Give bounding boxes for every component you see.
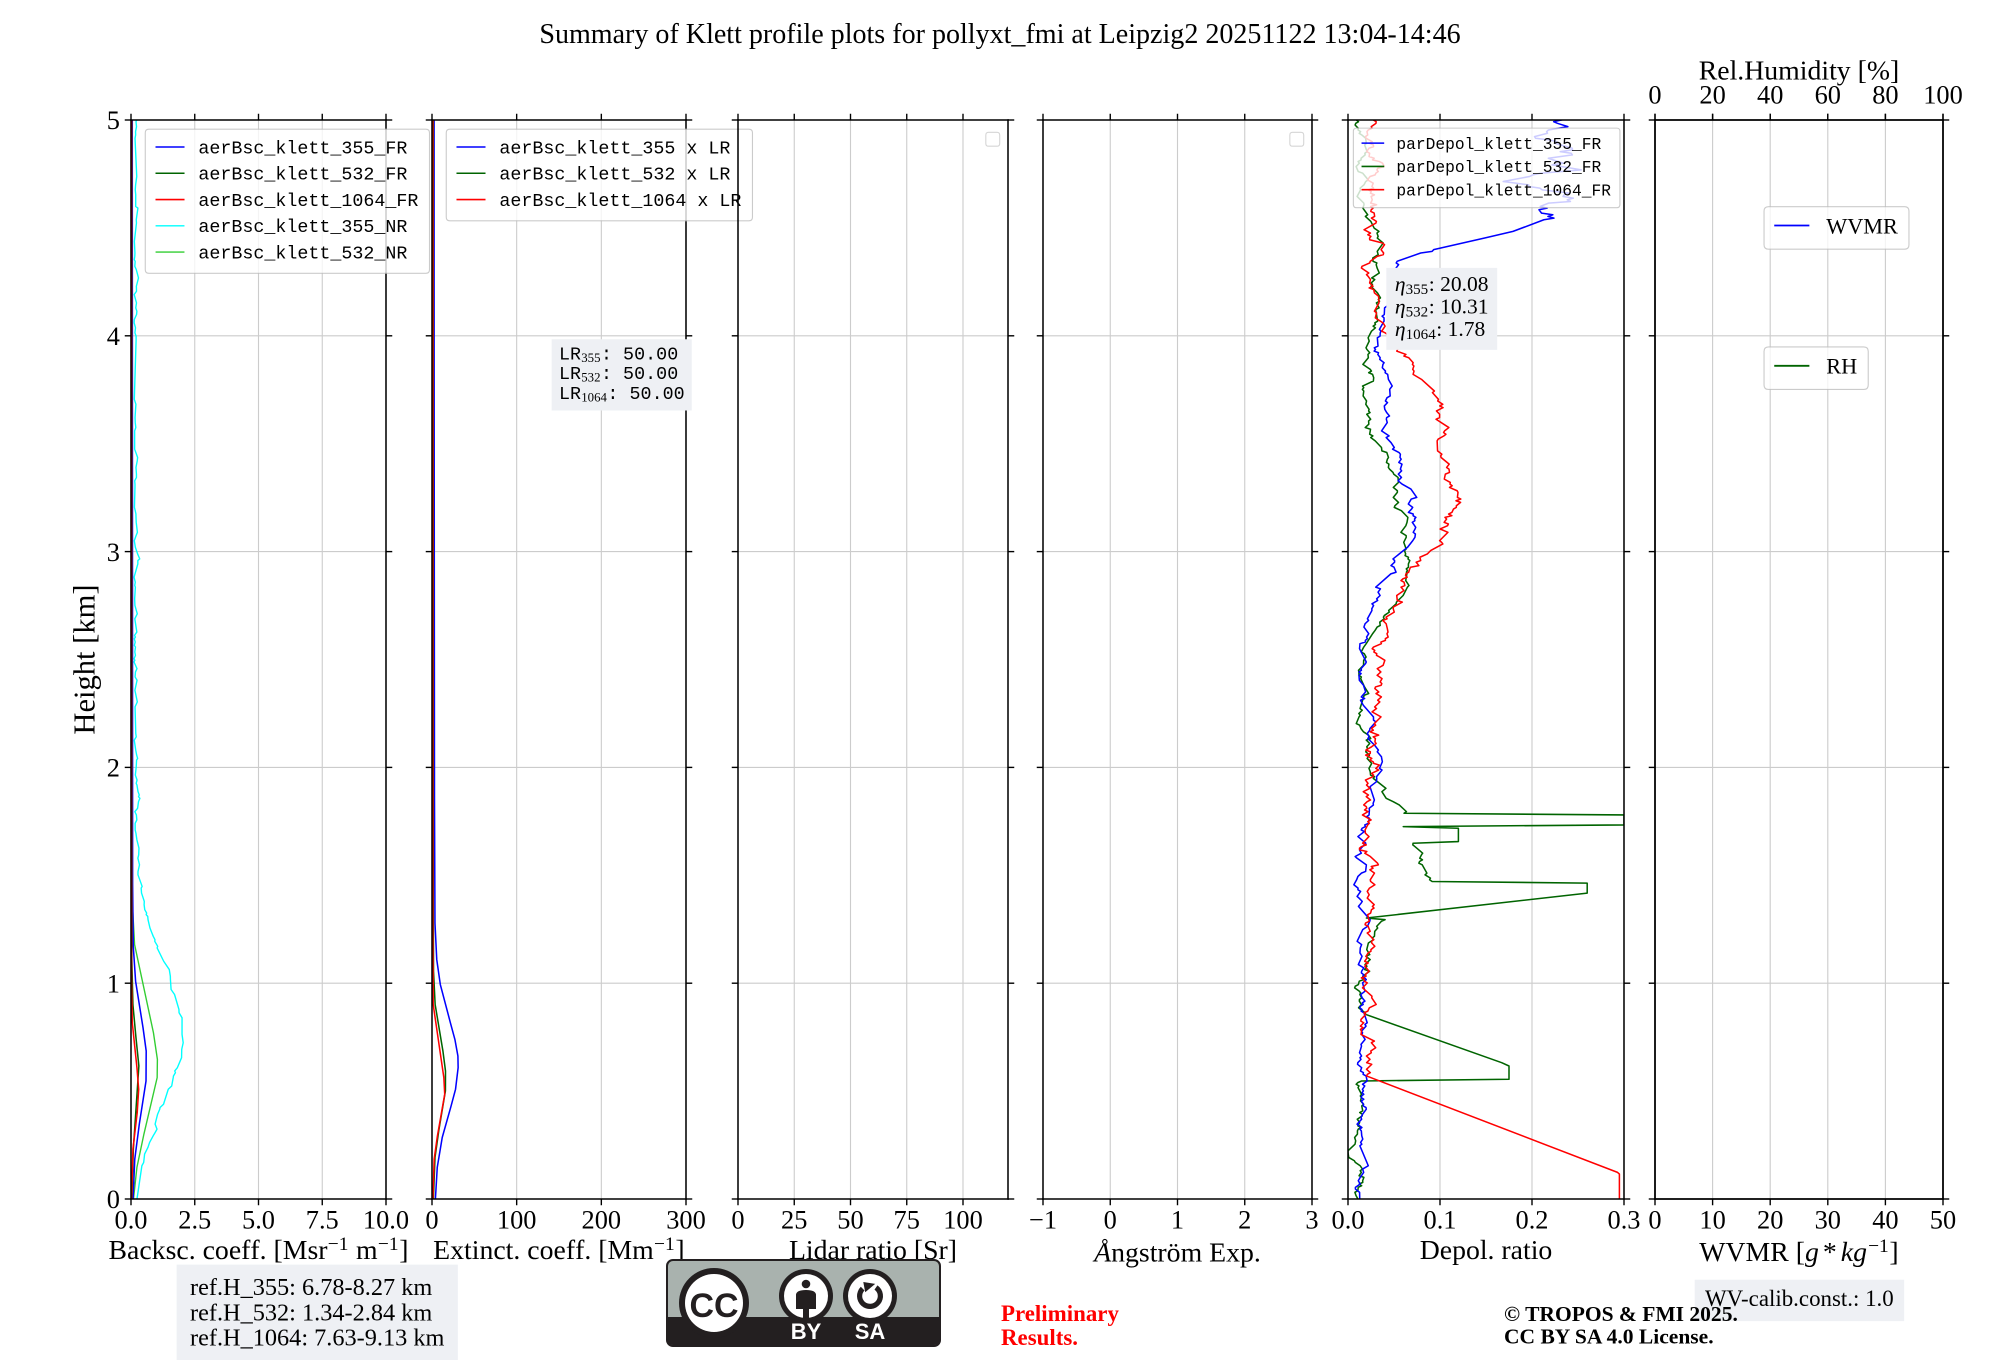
svg-text:1: 1	[1171, 1204, 1184, 1234]
svg-text:aerBsc_klett_1064_FR: aerBsc_klett_1064_FR	[198, 191, 418, 212]
svg-text:10.0: 10.0	[363, 1204, 409, 1234]
svg-text:parDepol_klett_532_FR: parDepol_klett_532_FR	[1396, 158, 1601, 177]
svg-text:0.3: 0.3	[1608, 1204, 1641, 1234]
svg-text:50: 50	[837, 1204, 863, 1234]
svg-text:0: 0	[731, 1204, 744, 1234]
svg-text:BY: BY	[791, 1319, 822, 1344]
svg-text:2: 2	[107, 753, 120, 783]
svg-text:© TROPOS & FMI 2025.: © TROPOS & FMI 2025.	[1504, 1302, 1738, 1326]
svg-text:20: 20	[1757, 1204, 1783, 1234]
svg-text:parDepol_klett_1064_FR: parDepol_klett_1064_FR	[1396, 181, 1611, 200]
svg-text:0.0: 0.0	[1332, 1204, 1365, 1234]
svg-text:25: 25	[781, 1204, 807, 1234]
svg-text:Å n g s: Å n g s t r ö m E x p .	[1092, 1238, 1261, 1269]
svg-text:SA: SA	[855, 1319, 886, 1344]
svg-text:0: 0	[1104, 1204, 1117, 1234]
svg-text:L R :: L R : 5 0 . 0 0 3 5 5	[559, 339, 684, 366]
svg-text:parDepol_klett_355_FR: parDepol_klett_355_FR	[1396, 135, 1601, 154]
svg-text:ref.H_532: 1.34-2.84 km: ref.H_532: 1.34-2.84 km	[190, 1299, 432, 1326]
svg-text:aerBsc_klett_355_FR: aerBsc_klett_355_FR	[198, 138, 407, 159]
svg-text:300: 300	[666, 1204, 706, 1234]
svg-text:75: 75	[894, 1204, 920, 1234]
svg-text:40: 40	[1872, 1204, 1898, 1234]
svg-text:0: 0	[1648, 79, 1661, 109]
svg-text:aerBsc_klett_532_NR: aerBsc_klett_532_NR	[198, 243, 407, 264]
svg-text:E x t i: E x t i n c t . c o e f f . [ M m ] − 1	[433, 1230, 690, 1266]
svg-text:WVMR: WVMR	[1826, 213, 1898, 238]
svg-text:2: 2	[1238, 1204, 1251, 1234]
svg-text:B a c k: B a c k s c . c o e f f . [ M s r m ] −	[109, 1230, 415, 1266]
svg-text:ref.H_355: 6.78-8.27 km: ref.H_355: 6.78-8.27 km	[190, 1274, 432, 1301]
svg-text:0: 0	[1648, 1204, 1661, 1234]
svg-text:0.1: 0.1	[1424, 1204, 1457, 1234]
svg-text:η 1 0 6: η 1 0 6 4 : 1 . 7 8	[1395, 316, 1485, 344]
svg-text:CC: CC	[689, 1287, 738, 1325]
svg-text:100: 100	[943, 1204, 983, 1234]
svg-text:ref.H_1064: 7.63-9.13 km: ref.H_1064: 7.63-9.13 km	[190, 1325, 445, 1352]
svg-text:RH: RH	[1826, 354, 1857, 379]
svg-text:3: 3	[107, 537, 120, 567]
svg-text:50: 50	[1930, 1204, 1956, 1234]
svg-text:1: 1	[107, 968, 120, 998]
svg-text:Results.: Results.	[1001, 1325, 1078, 1350]
svg-text:3: 3	[1305, 1204, 1318, 1234]
svg-text:aerBsc_klett_355 x LR: aerBsc_klett_355 x LR	[499, 138, 730, 159]
svg-text:Preliminary: Preliminary	[1001, 1301, 1119, 1326]
svg-text:aerBsc_klett_1064 x LR: aerBsc_klett_1064 x LR	[499, 191, 741, 212]
svg-text:aerBsc_klett_532 x LR: aerBsc_klett_532 x LR	[499, 165, 730, 186]
svg-text:Depol. ratio: Depol. ratio	[1420, 1235, 1553, 1266]
svg-text:CC BY SA 4.0 License.: CC BY SA 4.0 License.	[1504, 1324, 1714, 1348]
svg-text:100: 100	[497, 1204, 537, 1234]
svg-text:2.5: 2.5	[178, 1204, 211, 1234]
svg-text:0.2: 0.2	[1516, 1204, 1549, 1234]
svg-text:0: 0	[107, 1184, 120, 1214]
svg-text:Rel.Humidity [%]: Rel.Humidity [%]	[1699, 55, 1900, 86]
svg-text:aerBsc_klett_355_NR: aerBsc_klett_355_NR	[198, 217, 407, 238]
svg-text:−1: −1	[1029, 1204, 1057, 1234]
svg-text:10: 10	[1699, 1204, 1725, 1234]
svg-text:L R :: L R : 5 0 . 0 0 1 0 6 4	[559, 379, 690, 406]
svg-text:4: 4	[107, 321, 120, 351]
svg-text:Summary of Klett profile plots: Summary of Klett profile plots for polly…	[539, 19, 1460, 50]
svg-text:aerBsc_klett_532_FR: aerBsc_klett_532_FR	[198, 165, 407, 186]
svg-text:200: 200	[582, 1204, 622, 1234]
svg-text:0: 0	[425, 1204, 438, 1234]
svg-text:Height [km]: Height [km]	[68, 584, 102, 734]
svg-text:30: 30	[1815, 1204, 1841, 1234]
svg-text:5: 5	[107, 105, 120, 135]
svg-text:5.0: 5.0	[242, 1204, 275, 1234]
svg-text:7.5: 7.5	[306, 1204, 339, 1234]
svg-text:100: 100	[1923, 79, 1963, 109]
